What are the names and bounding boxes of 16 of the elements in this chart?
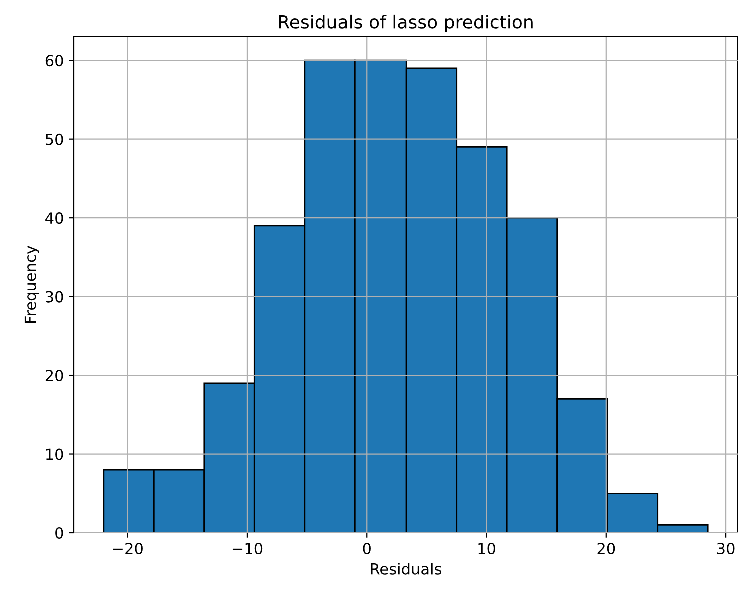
y-tick-label: 0 — [56, 527, 64, 540]
x-axis-title: Residuals — [371, 563, 442, 575]
y-axis-title: Frequency — [24, 246, 40, 323]
y-tick-label: 20 — [46, 370, 64, 382]
y-tick-label: 10 — [46, 448, 64, 460]
y-tick-label: 60 — [46, 55, 64, 67]
x-tick-label: −20 — [113, 542, 143, 555]
chart-title: Residuals of lasso prediction — [279, 14, 533, 32]
x-tick-label: −10 — [232, 542, 263, 555]
y-tick-label: 40 — [46, 212, 64, 224]
y-tick-label: 50 — [46, 134, 64, 146]
x-tick-label: 20 — [598, 542, 616, 555]
y-tick-label: 30 — [46, 291, 64, 303]
x-tick-label: 30 — [717, 542, 735, 555]
x-tick-label: 0 — [363, 542, 371, 555]
x-tick-label: 10 — [478, 542, 496, 555]
